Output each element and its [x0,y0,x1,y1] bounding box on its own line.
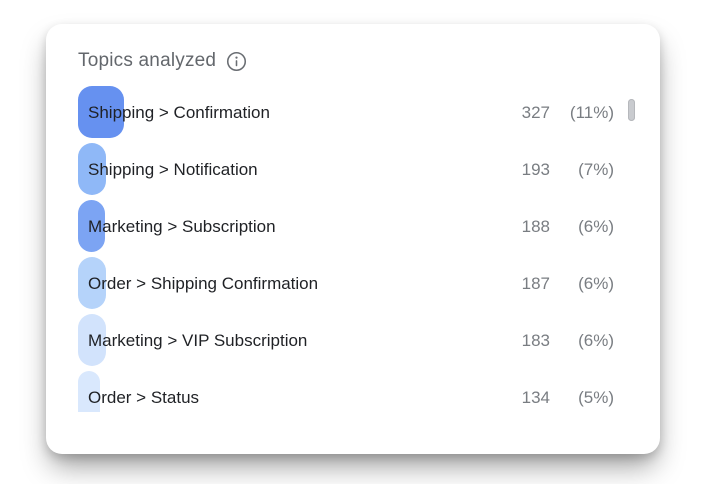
topic-row[interactable]: Marketing > VIP Subscription 183 (6%) [78,312,614,369]
topic-label: Marketing > Subscription [88,216,276,236]
topic-count: 134 [521,387,550,407]
topic-label: Marketing > VIP Subscription [88,330,308,350]
topic-values: 134 (5%) [518,388,614,408]
topic-bar [78,200,105,252]
topic-count: 187 [521,273,550,293]
topic-percent: (6%) [578,216,614,236]
topic-percent: (6%) [578,273,614,293]
topic-count: 327 [521,102,550,122]
topic-values: 193 (7%) [518,160,614,180]
topic-percent: (6%) [578,330,614,350]
topic-count: 193 [521,159,550,179]
card-title: Topics analyzed [78,50,217,71]
topic-label: Order > Status [88,387,200,407]
topic-bar [78,86,124,138]
topic-label: Shipping > Notification [88,159,258,179]
topic-values: 183 (6%) [518,331,614,351]
topic-bar [78,257,106,309]
topic-percent: (7%) [578,159,614,179]
topics-analyzed-card: Topics analyzed Shipping > Confirmation 3… [46,24,660,454]
topic-row[interactable]: Order > Shipping Confirmation 187 (6%) [78,255,614,312]
topic-row[interactable]: Shipping > Notification 193 (7%) [78,141,614,198]
scrollbar-thumb[interactable] [628,99,635,121]
topic-row[interactable]: Marketing > Subscription 188 (6%) [78,198,614,255]
topic-count: 188 [521,216,550,236]
topic-bar [78,314,106,366]
topic-bar [78,143,106,195]
topic-label: Shipping > Confirmation [88,102,270,122]
topic-percent: (5%) [578,387,614,407]
topic-values: 187 (6%) [518,274,614,294]
topic-label: Order > Shipping Confirmation [88,273,319,293]
topic-row[interactable]: Shipping > Confirmation 327 (11%) [78,84,614,141]
topic-count: 183 [521,330,550,350]
topic-values: 188 (6%) [518,217,614,237]
topic-percent: (11%) [569,102,614,122]
info-circle-icon[interactable] [226,51,247,72]
card-header: Topics analyzed [46,24,660,82]
topic-bar [78,371,100,412]
topic-row[interactable]: Order > Status 134 (5%) [78,369,614,412]
topic-values: 327 (11%) [518,103,614,123]
topics-list: Shipping > Confirmation 327 (11%) Shipping … [78,82,614,412]
